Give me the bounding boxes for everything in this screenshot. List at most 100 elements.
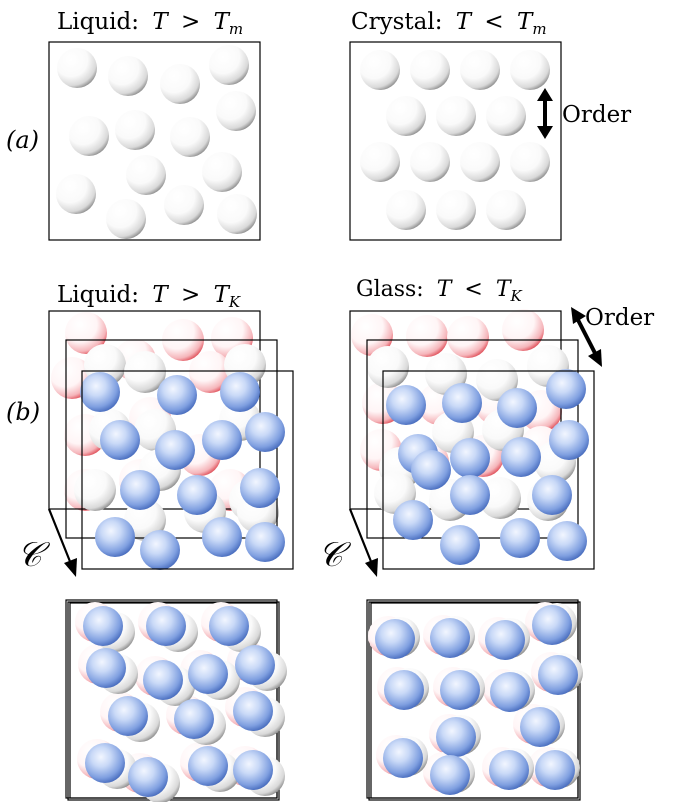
glass-slice-front-particles — [386, 369, 589, 565]
blue-particle — [188, 746, 228, 786]
crystal-tm-title: Crystal: T < Tm — [351, 9, 547, 38]
blue-particle — [174, 699, 214, 739]
blue-particle — [535, 750, 575, 790]
white-particle — [360, 142, 400, 182]
panel-b-label: (b) — [6, 398, 40, 426]
white-particle — [460, 142, 500, 182]
blue-particle — [450, 438, 490, 478]
blue-particle — [384, 670, 424, 710]
c-axis-arrow-right — [348, 508, 378, 577]
blue-particle — [245, 412, 285, 452]
blue-particle — [83, 606, 123, 646]
white-particle — [436, 96, 476, 136]
white-particle — [209, 45, 249, 85]
blue-particle — [430, 755, 470, 795]
blue-particle — [202, 517, 242, 557]
blue-particle — [546, 369, 586, 409]
c-axis-symbol-left: 𝒞 — [17, 535, 51, 575]
red-particle — [65, 312, 107, 354]
white-particle — [124, 499, 166, 541]
blue-particle — [375, 619, 415, 659]
blue-particle — [501, 437, 541, 477]
white-particle — [510, 50, 550, 90]
white-particle — [170, 117, 210, 157]
blue-particle — [95, 517, 135, 557]
blue-particle — [233, 691, 273, 731]
glass-projection-blue-particles — [375, 605, 578, 795]
blue-particle — [440, 525, 480, 565]
white-particle — [479, 477, 521, 519]
white-particle — [217, 194, 257, 234]
white-particle — [57, 48, 97, 88]
white-particle — [410, 142, 450, 182]
blue-particle — [120, 470, 160, 510]
red-particle — [406, 315, 448, 357]
white-particle — [106, 199, 146, 239]
blue-particle — [538, 655, 578, 695]
blue-particle — [497, 388, 537, 428]
red-particle — [447, 316, 489, 358]
blue-particle — [532, 605, 572, 645]
blue-particle — [146, 606, 186, 646]
blue-particle — [157, 375, 197, 415]
blue-particle — [549, 420, 589, 460]
white-particle — [126, 155, 166, 195]
liquid-slice-front-particles — [80, 372, 285, 570]
white-particle — [510, 142, 550, 182]
white-particle — [460, 50, 500, 90]
white-particle — [436, 190, 476, 230]
c-axis-symbol-right: 𝒞 — [318, 535, 352, 575]
red-particle — [189, 351, 231, 393]
blue-particle — [393, 500, 433, 540]
blue-particle — [220, 372, 260, 412]
white-particle — [216, 91, 256, 131]
liquid-projection-frame — [65, 599, 280, 801]
blue-particle — [177, 475, 217, 515]
blue-particle — [500, 518, 540, 558]
blue-particle — [245, 522, 285, 562]
white-particle — [108, 56, 148, 96]
blue-particle — [233, 750, 273, 790]
blue-particle — [489, 750, 529, 790]
blue-particle — [532, 475, 572, 515]
blue-particle — [202, 420, 242, 460]
glass-slice-front-box — [382, 370, 595, 570]
blue-particle — [108, 696, 148, 736]
blue-particle — [143, 660, 183, 700]
order-arrow-diagonal — [571, 307, 602, 367]
blue-particle — [485, 620, 525, 660]
white-particle — [74, 469, 116, 511]
order-label-a: Order — [562, 102, 631, 128]
panel-a-label: (a) — [6, 126, 39, 154]
blue-particle — [386, 385, 426, 425]
white-particle — [124, 351, 166, 393]
glass-tk-title: Glass: T < TK — [356, 277, 523, 305]
blue-particle — [155, 430, 195, 470]
blue-particle — [490, 672, 530, 712]
liquid-tm-title: Liquid: T > Tm — [57, 9, 243, 38]
glass-projection-frame — [366, 599, 581, 801]
crystal-particles — [360, 50, 550, 230]
blue-particle — [440, 670, 480, 710]
liquid-particles — [56, 45, 257, 239]
blue-particle — [85, 743, 125, 783]
blue-particle — [520, 707, 560, 747]
blue-particle — [430, 618, 470, 658]
blue-particle — [86, 648, 126, 688]
blue-particle — [547, 521, 587, 561]
white-particle — [56, 174, 96, 214]
white-particle — [386, 190, 426, 230]
c-axis-arrow-left — [47, 508, 77, 577]
white-particle — [164, 185, 204, 225]
liquid-slice-front-box — [81, 370, 294, 570]
liquid-tm-box — [48, 41, 261, 241]
white-particle — [386, 96, 426, 136]
blue-particle — [411, 450, 451, 490]
order-label-b: Order — [585, 305, 654, 331]
blue-particle — [235, 645, 275, 685]
white-particle — [160, 64, 200, 104]
order-arrow-vertical — [537, 88, 553, 139]
white-particle — [69, 116, 109, 156]
blue-particle — [188, 654, 228, 694]
blue-particle — [240, 468, 280, 508]
